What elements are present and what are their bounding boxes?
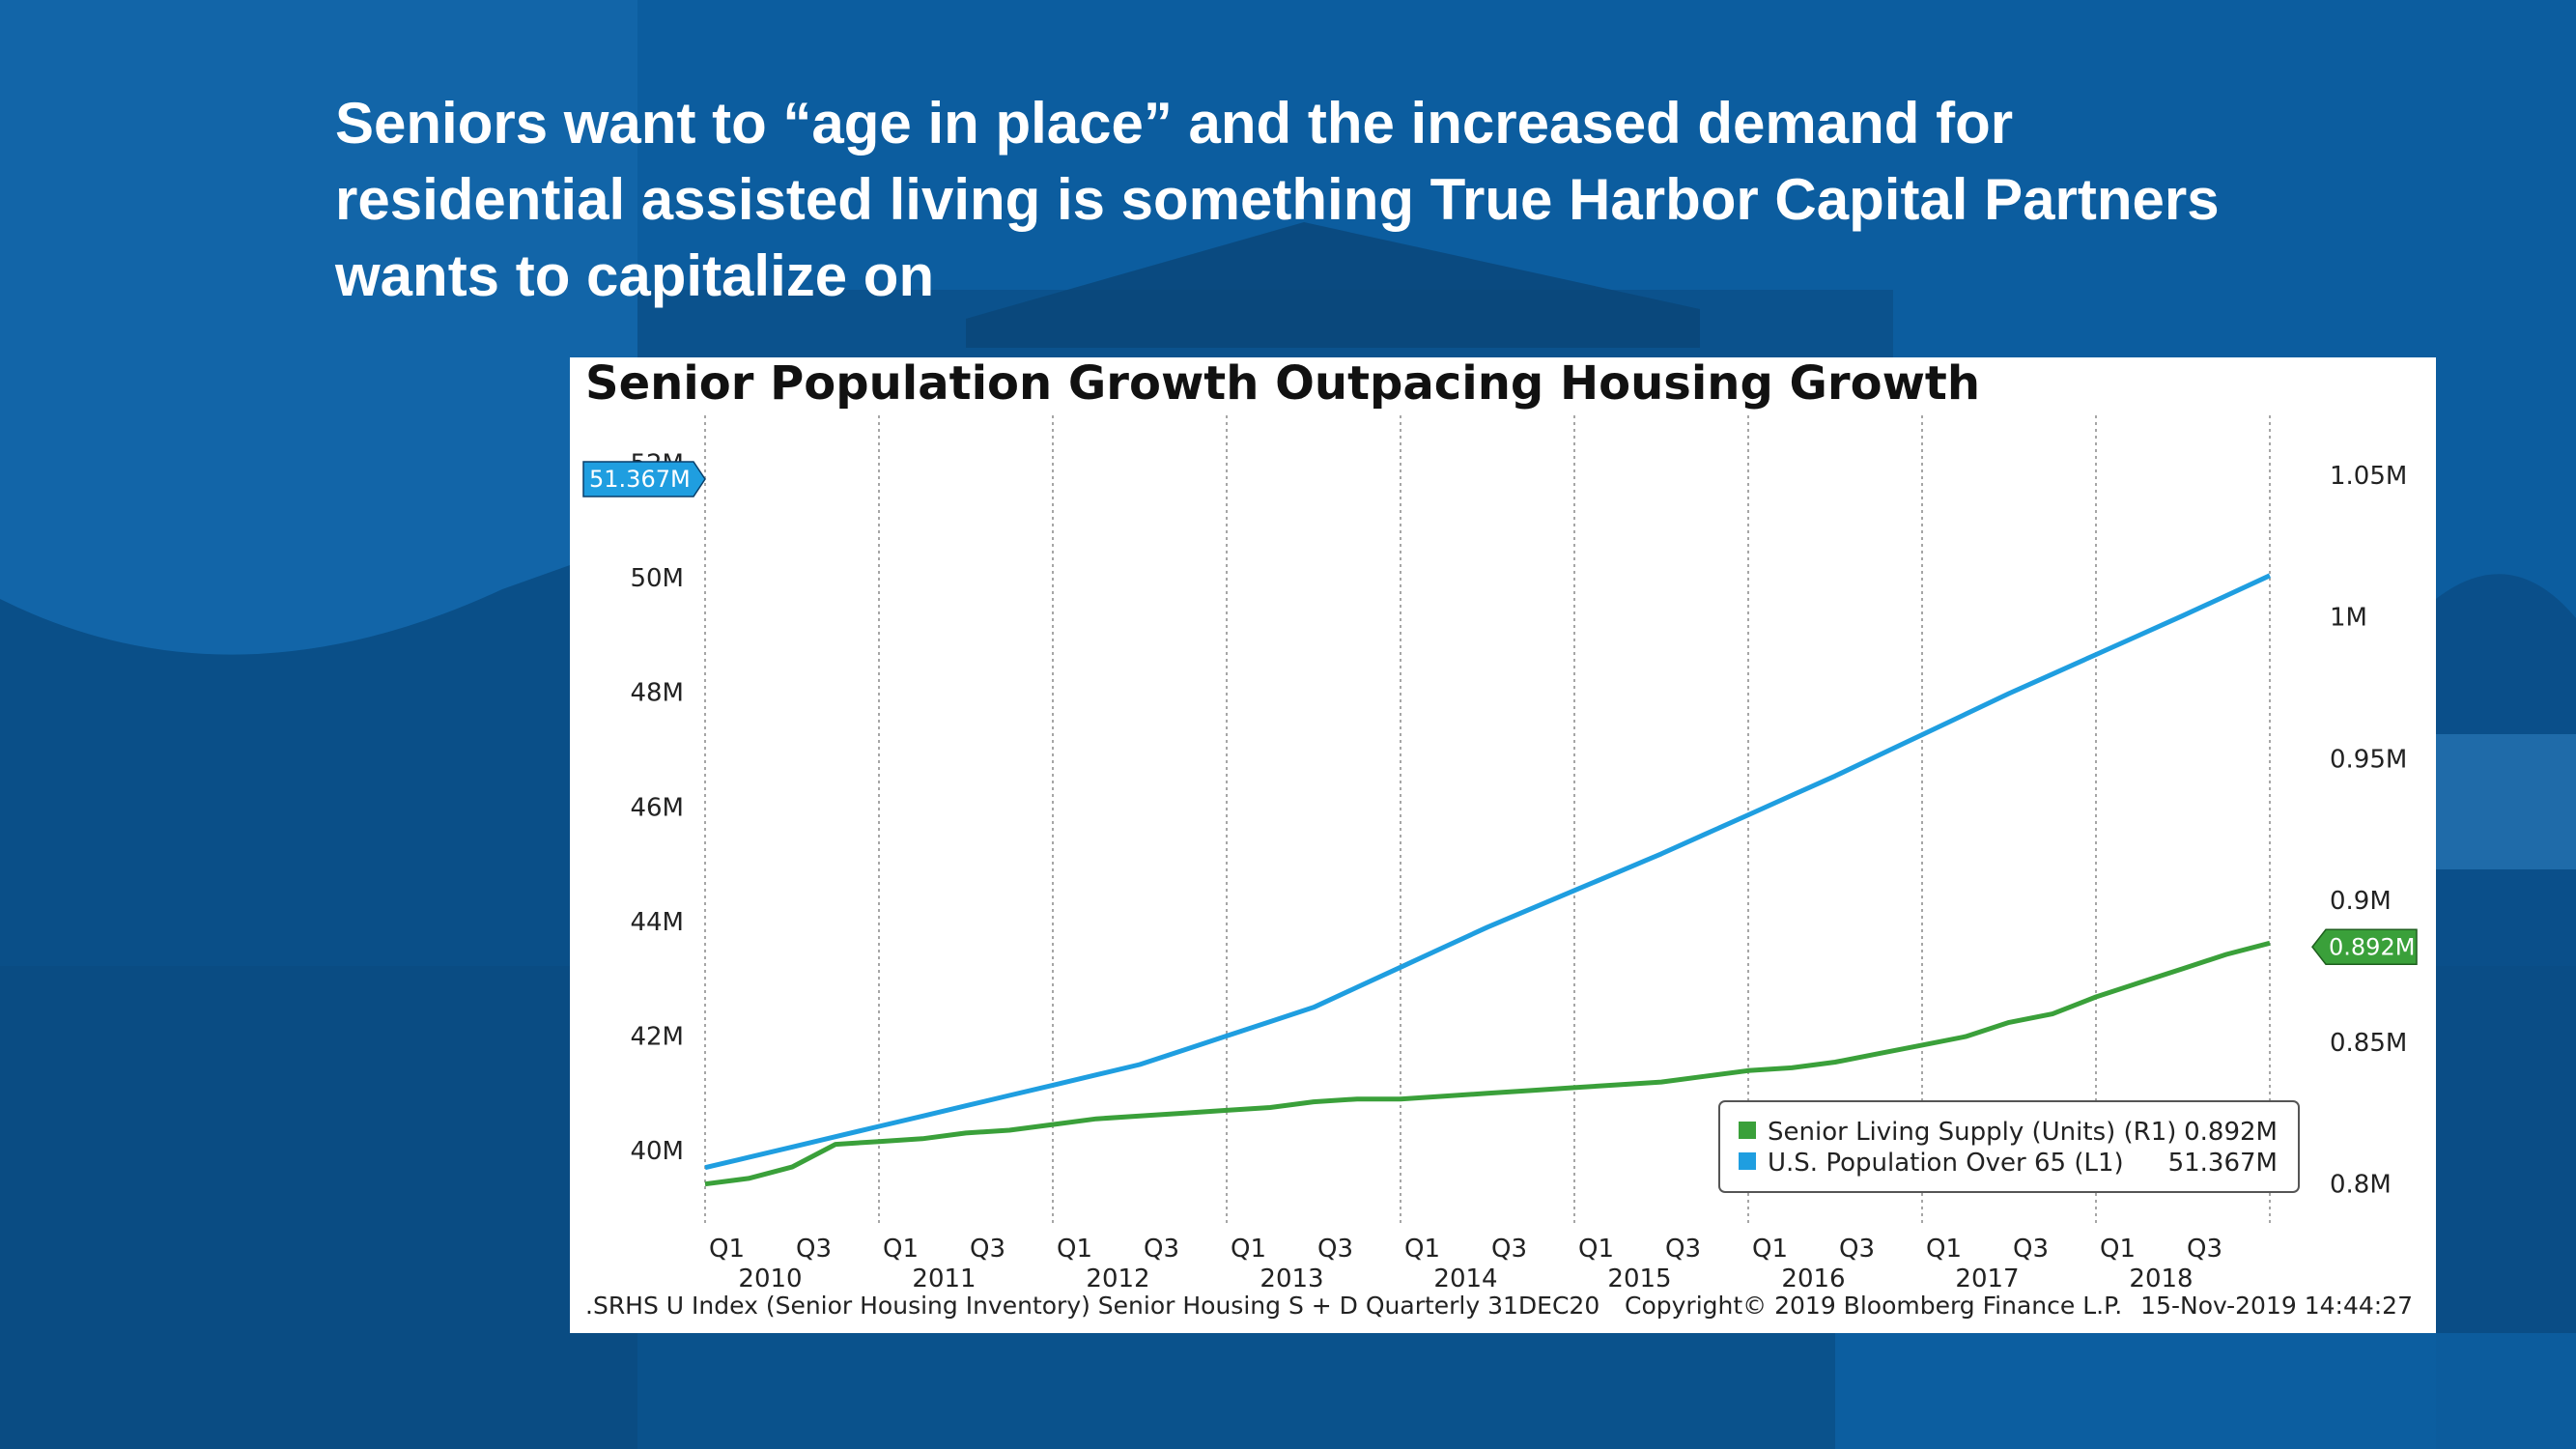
slide-headline: Seniors want to “age in place” and the i… [335,91,2220,308]
right-axis: 0.8M 0.85M 0.9M 0.95M 1M 1.05M [2330,462,2407,1200]
tag-population-label: 51.367M [589,466,691,493]
legend-swatch-supply [1739,1122,1756,1139]
x-tick-label: Q1 [1926,1235,1962,1264]
right-tick-label: 1.05M [2330,462,2407,491]
right-tick-label: 1M [2330,604,2367,633]
x-year-label: 2015 [1607,1264,1671,1293]
x-tick-label: Q1 [1752,1235,1788,1264]
x-tick-label: Q1 [1578,1235,1614,1264]
x-tick-label: Q3 [2187,1235,2222,1264]
x-tick-label: Q1 [1057,1235,1092,1264]
right-tick-label: 0.8M [2330,1171,2392,1200]
legend: Senior Living Supply (Units) (R1) 0.892M… [1718,1100,2300,1193]
x-tick-label: Q1 [709,1235,745,1264]
legend-value-supply: 0.892M [2184,1118,2278,1147]
left-tick-label: 44M [630,908,684,937]
series-line-population [704,573,2272,1171]
left-tick-label: 40M [630,1137,684,1166]
x-year-label: 2017 [1955,1264,2019,1293]
series-line-supply [704,940,2271,1187]
legend-box [1718,1100,2300,1193]
left-tick-label: 46M [630,793,684,822]
chart-panel: Senior Population Growth Outpacing Housi… [570,357,2436,1333]
left-tick-label: 50M [630,564,684,593]
x-year-label: 2010 [738,1264,802,1293]
footer-timestamp: 15-Nov-2019 14:44:27 [2140,1292,2413,1320]
right-tick-label: 0.95M [2330,745,2407,774]
x-tick-label: Q3 [1317,1235,1353,1264]
line-chart: Senior Population Growth Outpacing Housi… [582,357,2418,1320]
x-axis: Q1 Q3 Q1 Q3 Q1 Q3 Q1 Q3 Q1 Q3 Q1 Q3 Q1 Q3 Q1 Q3 Q1 Q32010… [709,1235,2222,1293]
left-axis: 40M42M44M46M48M50M52M [630,450,684,1166]
x-tick-label: Q3 [796,1235,832,1264]
x-tick-label: Q1 [2100,1235,2136,1264]
x-year-label: 2013 [1260,1264,1323,1293]
x-tick-label: Q3 [1144,1235,1179,1264]
x-year-label: 2018 [2129,1264,2193,1293]
tag-population [582,461,706,497]
tag-supply-label: 0.892M [2329,933,2415,960]
x-tick-label: Q1 [1231,1235,1266,1264]
tag-supply [2311,928,2418,966]
x-tick-label: Q3 [1665,1235,1701,1264]
left-tick-label: 42M [630,1022,684,1051]
chart-title: Senior Population Growth Outpacing Housi… [585,357,1980,411]
grid-lines [704,415,2271,1227]
left-tick-label: 48M [630,679,684,708]
x-year-label: 2014 [1433,1264,1497,1293]
last-value-tags: 51.367M 0.892M [582,461,2418,966]
right-tick-label: 0.85M [2330,1029,2407,1058]
x-tick-label: Q1 [883,1235,919,1264]
legend-swatch-population [1739,1152,1756,1170]
x-year-label: 2012 [1086,1264,1149,1293]
x-tick-label: Q3 [1839,1235,1875,1264]
x-tick-label: Q3 [970,1235,1005,1264]
x-tick-label: Q3 [2013,1235,2049,1264]
x-tick-label: Q3 [1491,1235,1527,1264]
legend-value-population: 51.367M [2168,1149,2278,1178]
footer-index-description: .SRHS U Index (Senior Housing Inventory)… [585,1292,1599,1320]
legend-label-population: U.S. Population Over 65 (L1) [1768,1149,2124,1178]
series-layer [704,573,2272,1187]
x-year-label: 2016 [1781,1264,1845,1293]
x-year-label: 2011 [912,1264,976,1293]
legend-label-supply: Senior Living Supply (Units) (R1) [1768,1118,2176,1147]
x-tick-label: Q1 [1404,1235,1440,1264]
right-tick-label: 0.9M [2330,887,2392,916]
footer-copyright: Copyright© 2019 Bloomberg Finance L.P. [1625,1292,2122,1320]
